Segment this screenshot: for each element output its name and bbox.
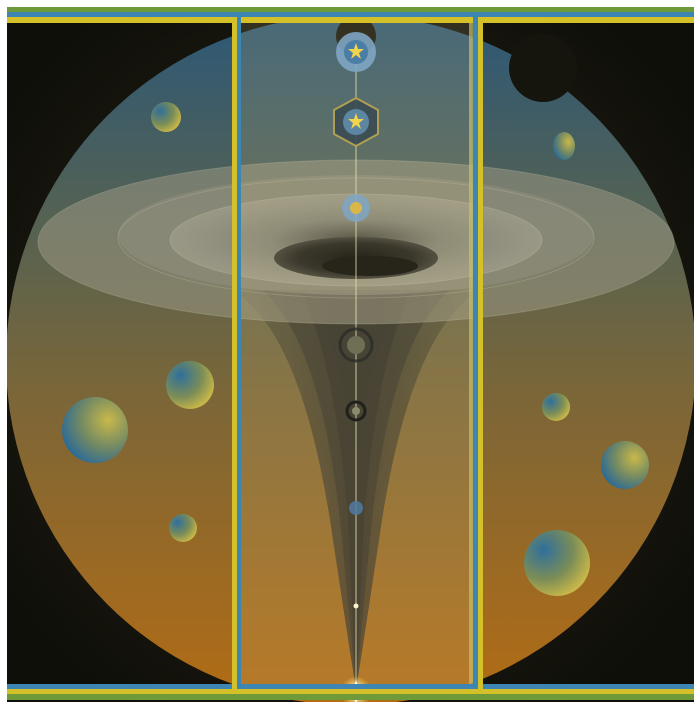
planet-sphere-icon bbox=[62, 397, 128, 463]
ringed-orb-icon bbox=[345, 400, 367, 422]
planet-sphere-icon bbox=[601, 441, 649, 489]
crescent-moon-icon bbox=[509, 34, 577, 102]
planet-sphere-icon bbox=[542, 393, 570, 421]
planet-sphere-icon bbox=[524, 530, 590, 596]
sparkle-star-icon bbox=[353, 603, 359, 609]
planets bbox=[62, 102, 649, 596]
planet-sphere-icon bbox=[151, 102, 181, 132]
beam-orbs bbox=[333, 32, 379, 609]
mandala-orb-icon bbox=[336, 32, 376, 72]
planet-sphere-icon bbox=[553, 132, 575, 160]
light-column bbox=[235, 15, 475, 697]
planet-sphere-icon bbox=[169, 514, 197, 542]
mandala-orb-icon bbox=[342, 194, 370, 222]
ringed-orb-icon bbox=[349, 501, 363, 515]
ornate-hexagon-orb-icon bbox=[333, 96, 379, 148]
planet-sphere-icon bbox=[166, 361, 214, 409]
ringed-orb-icon bbox=[338, 327, 374, 363]
